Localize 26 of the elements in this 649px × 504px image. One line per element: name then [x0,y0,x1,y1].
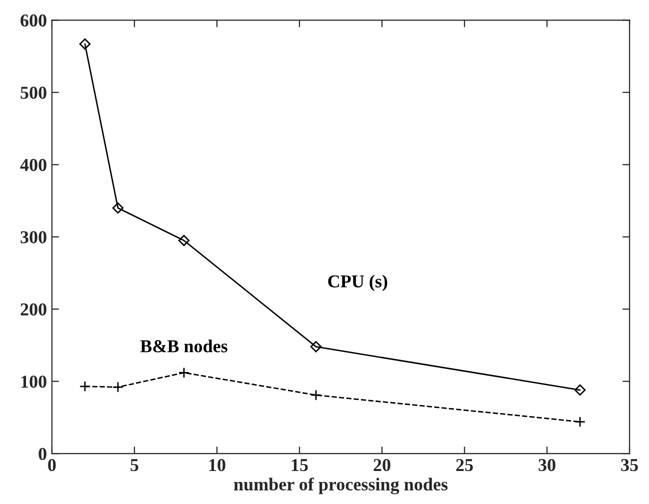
point [310,341,322,352]
x-tick-label: 30 [538,458,556,472]
y-tick-label: 500 [20,86,46,99]
point [178,234,190,246]
x-axis-title: number of processing nodes [234,478,448,494]
point [79,38,91,50]
y-tick-label: 0 [38,448,46,460]
x-tick-label: 10 [209,458,226,472]
x-tick-label: 35 [621,459,638,472]
series-label: B&B nodes [140,340,228,352]
x-tick-label: 15 [292,459,308,472]
y-tick-label: 400 [20,158,46,172]
point [112,202,124,214]
point [574,416,586,428]
x-tick-label: 20 [374,458,390,472]
x-tick-label: 25 [456,459,473,472]
y-tick-label: 200 [20,303,46,316]
y-tick-label: 300 [20,231,46,244]
point [574,384,586,396]
point [310,390,322,401]
x-tick-label: 0 [48,458,56,472]
x-tick-label: 5 [130,459,138,472]
y-tick-label: 100 [21,376,46,388]
y-tick-label: 600 [20,14,46,27]
point [79,380,90,392]
text: CPU (s) [328,274,388,292]
